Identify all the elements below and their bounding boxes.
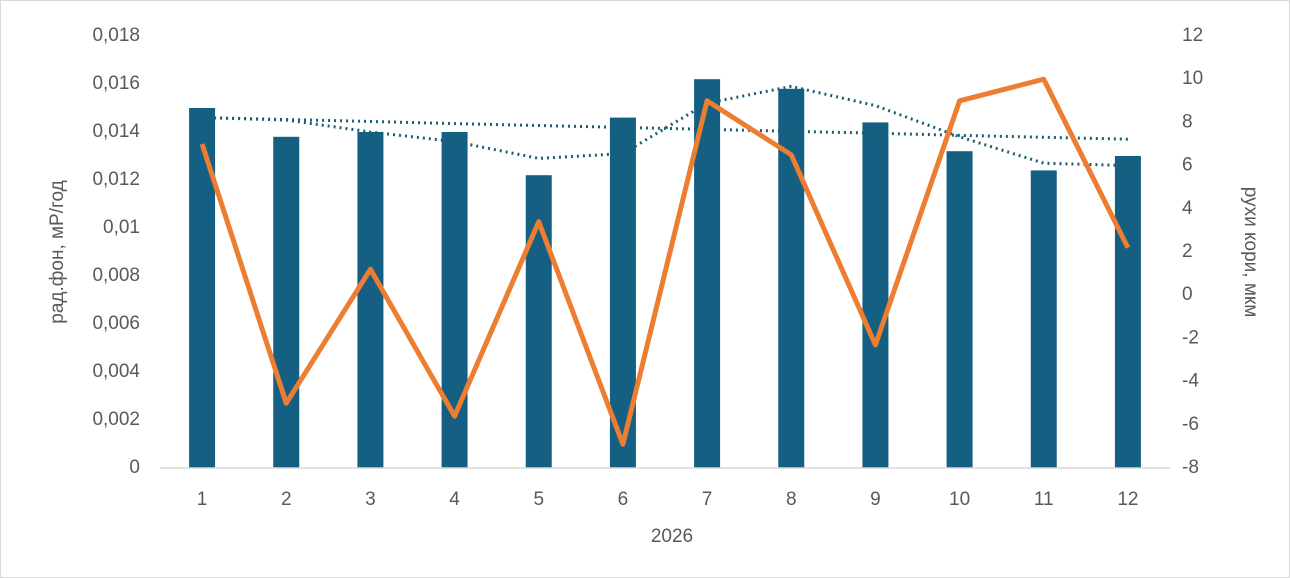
trend-line	[202, 84, 1128, 168]
y-tick-label: 0,018	[92, 25, 140, 46]
x-tick-label: 7	[702, 489, 713, 510]
y2-tick-label: -2	[1182, 327, 1199, 348]
y-axis-title: рад.фон, мР/год	[47, 180, 68, 324]
x-tick-label: 12	[1117, 489, 1138, 510]
y2-tick-label: 0	[1182, 284, 1193, 305]
y2-axis-title: рухи кори, мкм	[1240, 187, 1261, 318]
y2-tick-label: 10	[1182, 68, 1203, 89]
bar	[778, 88, 805, 469]
x-tick-label: 5	[533, 489, 544, 510]
y2-tick-label: -6	[1182, 414, 1199, 435]
bar	[862, 122, 889, 469]
y2-tick-label: 4	[1182, 198, 1193, 219]
bar	[1114, 156, 1141, 468]
y-tick-label: 0,008	[92, 265, 140, 286]
x-tick-label: 4	[449, 489, 460, 510]
x-tick-label: 2	[281, 489, 292, 510]
y2-tick-label: 8	[1182, 111, 1193, 132]
y2-tick-label: -8	[1182, 457, 1199, 478]
bar	[525, 175, 552, 468]
bar	[273, 136, 300, 469]
y-tick-label: 0,016	[92, 73, 140, 94]
y-tick-label: 0,006	[92, 313, 140, 334]
y2-tick-label: 2	[1182, 241, 1193, 262]
x-tick-label: 6	[618, 489, 629, 510]
x-tick-label: 11	[1034, 489, 1054, 510]
y2-tick-label: -4	[1182, 371, 1199, 392]
x-tick-label: 10	[949, 489, 970, 510]
y-tick-label: 0,01	[103, 217, 140, 238]
y-tick-label: 0,002	[92, 409, 140, 430]
x-axis-title: 2026	[651, 526, 693, 547]
y-tick-label: 0,004	[92, 361, 140, 382]
y-tick-label: 0,014	[92, 121, 140, 142]
y-tick-label: 0	[129, 457, 140, 478]
trend-line	[202, 116, 1128, 141]
y2-tick-label: 6	[1182, 155, 1193, 176]
x-tick-label: 8	[786, 489, 797, 510]
line	[199, 76, 1131, 447]
y2-tick-label: 12	[1182, 25, 1203, 46]
bar	[189, 108, 216, 468]
bar	[946, 151, 973, 468]
y-tick-label: 0,012	[92, 169, 140, 190]
x-tick-label: 1	[197, 489, 208, 510]
x-tick-label: 9	[870, 489, 881, 510]
bar	[1030, 170, 1057, 468]
bar	[357, 132, 384, 468]
x-tick-label: 3	[365, 489, 376, 510]
